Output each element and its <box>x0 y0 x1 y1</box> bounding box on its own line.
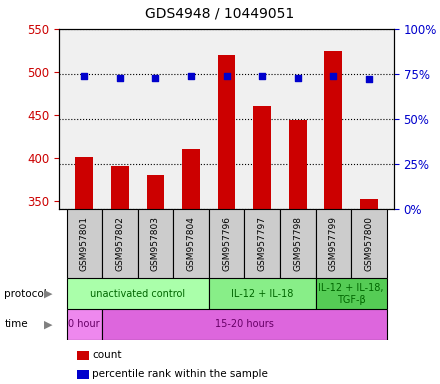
Text: time: time <box>4 319 28 329</box>
Point <box>330 73 337 79</box>
Point <box>152 74 159 81</box>
Bar <box>102 209 138 278</box>
Bar <box>209 278 315 309</box>
Text: GSM957803: GSM957803 <box>151 216 160 271</box>
Text: IL-12 + IL-18,
TGF-β: IL-12 + IL-18, TGF-β <box>319 283 384 305</box>
Text: GSM957800: GSM957800 <box>364 216 374 271</box>
Bar <box>66 209 102 278</box>
Bar <box>111 166 129 209</box>
Bar <box>315 209 351 278</box>
Text: GSM957801: GSM957801 <box>80 216 89 271</box>
Bar <box>182 149 200 209</box>
Text: GDS4948 / 10449051: GDS4948 / 10449051 <box>145 7 295 20</box>
Text: GSM957799: GSM957799 <box>329 216 338 271</box>
Bar <box>351 209 387 278</box>
Bar <box>66 309 102 340</box>
Bar <box>289 120 307 209</box>
Text: GSM957804: GSM957804 <box>187 217 195 271</box>
Text: 0 hour: 0 hour <box>69 319 100 329</box>
Text: GSM957797: GSM957797 <box>258 216 267 271</box>
Point <box>365 76 372 83</box>
Text: protocol: protocol <box>4 289 47 299</box>
Point <box>81 73 88 79</box>
Text: GSM957798: GSM957798 <box>293 216 302 271</box>
Text: GSM957796: GSM957796 <box>222 216 231 271</box>
Text: count: count <box>92 350 122 360</box>
Point <box>259 73 266 79</box>
Bar <box>147 175 165 209</box>
Bar <box>173 209 209 278</box>
Bar <box>324 51 342 209</box>
Bar <box>218 55 235 209</box>
Point <box>294 74 301 81</box>
Point <box>223 73 230 79</box>
Text: ▶: ▶ <box>44 319 53 329</box>
Bar <box>280 209 315 278</box>
Bar <box>102 309 387 340</box>
Point <box>116 74 123 81</box>
Bar <box>253 106 271 209</box>
Bar <box>75 157 93 209</box>
Text: 15-20 hours: 15-20 hours <box>215 319 274 329</box>
Bar <box>138 209 173 278</box>
Bar <box>209 209 244 278</box>
Text: GSM957802: GSM957802 <box>115 217 125 271</box>
Text: percentile rank within the sample: percentile rank within the sample <box>92 369 268 379</box>
Bar <box>244 209 280 278</box>
Bar <box>66 278 209 309</box>
Bar <box>315 278 387 309</box>
Text: ▶: ▶ <box>44 289 53 299</box>
Point <box>187 73 194 79</box>
Text: IL-12 + IL-18: IL-12 + IL-18 <box>231 289 293 299</box>
Text: unactivated control: unactivated control <box>90 289 185 299</box>
Bar <box>360 199 378 209</box>
